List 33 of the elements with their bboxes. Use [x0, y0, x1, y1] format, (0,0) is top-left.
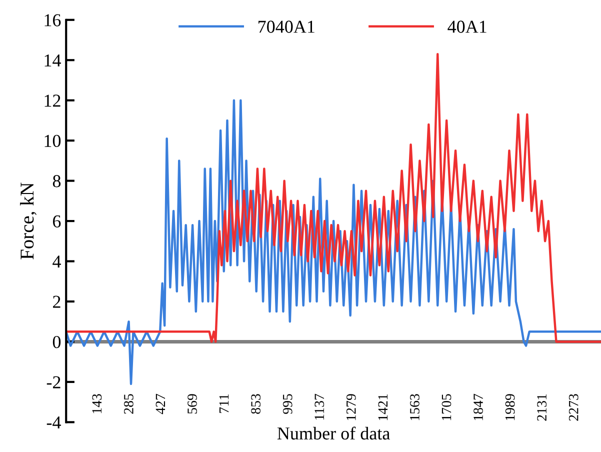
x-tick-label: 1421 — [378, 394, 388, 420]
x-tick-label: 1847 — [474, 394, 483, 420]
y-axis-title: Force, kN — [20, 182, 36, 260]
y-tick-label: -4 — [46, 416, 61, 428]
y-tick-label: 6 — [52, 215, 61, 228]
legend-label: 40A1 — [448, 20, 486, 33]
x-tick-label: 2131 — [537, 394, 547, 421]
y-tick-label: 12 — [44, 94, 60, 107]
x-tick-label: 2273 — [568, 394, 578, 421]
x-tick-label: 995 — [282, 394, 292, 414]
x-tick-label: 1563 — [410, 394, 420, 420]
line-series — [66, 52, 601, 343]
x-tick-label: 711 — [219, 394, 229, 413]
y-tick-label: 0 — [52, 336, 61, 348]
x-axis-title: Number of data — [277, 426, 390, 440]
y-tick-label: 2 — [53, 296, 60, 308]
y-tick-label: 8 — [52, 175, 61, 188]
y-tick-label: 10 — [44, 134, 61, 148]
line-series — [66, 99, 601, 386]
x-tick-label: 1137 — [314, 394, 324, 420]
y-tick-label: 16 — [44, 14, 61, 26]
y-tick-label: -2 — [46, 376, 60, 388]
legend-label: 7040A1 — [258, 20, 314, 33]
x-tick-label: 1279 — [346, 394, 356, 420]
x-tick-label: 1989 — [505, 394, 515, 420]
y-tick-label: 14 — [44, 54, 61, 66]
x-tick-label: 143 — [92, 394, 102, 414]
y-tick-label: 4 — [52, 256, 61, 268]
x-tick-label: 569 — [188, 394, 197, 414]
x-tick-label: 1705 — [442, 394, 452, 420]
x-tick-label: 427 — [156, 394, 166, 414]
x-tick-label: 853 — [251, 394, 260, 414]
x-tick-label: 285 — [124, 394, 134, 414]
